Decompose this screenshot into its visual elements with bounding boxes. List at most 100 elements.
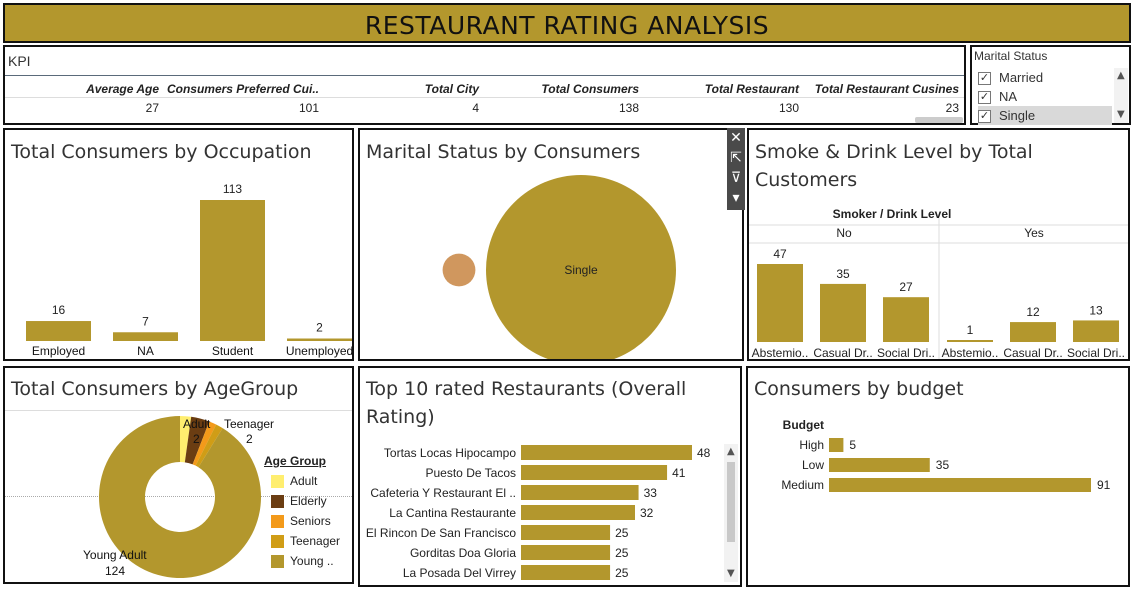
top10-value-label: 25 [615, 566, 629, 580]
legend-item-adult[interactable]: Adult [271, 474, 317, 488]
budget-category-label: High [799, 438, 824, 452]
annotation-adult-value: 2 [193, 432, 200, 446]
scroll-up-icon[interactable]: ▲ [1117, 70, 1125, 81]
smoke-group-label: Yes [1024, 226, 1044, 240]
legend-swatch [271, 475, 284, 488]
annotation-teen-name: Teenager [224, 417, 275, 431]
checkbox-checked-icon[interactable]: ✓ [978, 72, 991, 86]
legend-item-elderly[interactable]: Elderly [271, 494, 327, 508]
agegroup-slice-adult[interactable] [180, 416, 192, 463]
annotation-young-value: 124 [105, 564, 126, 578]
scroll-up-icon[interactable]: ▲ [727, 446, 735, 457]
filter-icon[interactable]: ⊽ [730, 170, 742, 186]
top10-title-line2: Rating) [366, 406, 435, 428]
top10-bar[interactable] [521, 445, 692, 460]
marital-bubble-label: Single [564, 263, 598, 277]
top10-bar[interactable] [521, 565, 611, 580]
agegroup-title: Total Consumers by AgeGroup [11, 378, 299, 400]
occupation-value-label: 113 [223, 182, 242, 196]
dashboard-header: RESTAURANT RATING ANALYSIS [3, 3, 1131, 43]
marital-title: Marital Status by Consumers [366, 141, 641, 163]
legend-item-teenager[interactable]: Teenager [271, 534, 340, 548]
agegroup-slice-young-adult[interactable] [99, 416, 261, 578]
top10-scrollbar[interactable]: ▲ ▼ [724, 444, 738, 582]
scroll-down-icon[interactable]: ▼ [1117, 109, 1125, 120]
legend-swatch [271, 555, 284, 568]
legend-label: Elderly [290, 494, 327, 508]
annotation-adult-name: Adult [183, 417, 211, 431]
filter-item-single[interactable]: ✓ Single [978, 106, 1112, 125]
smoke-drink-chart: Smoker / Drink Level No 47 Abstemio.. 35 Casu… [749, 207, 1128, 359]
top10-bar[interactable] [521, 465, 668, 480]
scroll-thumb[interactable] [727, 462, 735, 542]
top10-bar[interactable] [521, 525, 611, 540]
occupation-bar[interactable] [287, 338, 352, 341]
checkbox-checked-icon[interactable]: ✓ [978, 110, 991, 124]
smoke-drink-title-line1: Smoke & Drink Level by Total [755, 141, 1033, 163]
top10-title-line1: Top 10 rated Restaurants (Overall [366, 378, 687, 400]
smoke-category-label: Abstemio.. [752, 346, 809, 359]
occupation-category-label: Unemployed [286, 344, 352, 358]
top10-bar[interactable] [521, 505, 635, 520]
budget-title: Consumers by budget [754, 378, 964, 400]
close-icon[interactable]: ✕ [730, 130, 742, 146]
filter-scrollbar[interactable]: ▲ ▼ [1114, 68, 1128, 123]
dashboard-title: RESTAURANT RATING ANALYSIS [364, 11, 770, 40]
smoke-value-label: 13 [1089, 303, 1103, 317]
top10-value-label: 32 [640, 506, 654, 520]
top10-bar-chart: 48 Tortas Locas Hipocampo 41 Puesto De Taco… [366, 445, 711, 580]
menu-chevron-down-icon[interactable]: ▾ [732, 190, 740, 206]
legend-item-seniors[interactable]: Seniors [271, 514, 331, 528]
smoke-category-label: Abstemio.. [942, 346, 999, 359]
marital-bubble-other[interactable] [442, 253, 476, 287]
agegroup-slice-teenager[interactable] [195, 424, 223, 468]
kpi-header-total-consumers: Total Consumers [541, 82, 639, 96]
popout-icon[interactable]: ⇱ [730, 150, 742, 166]
occupation-value-label: 7 [142, 314, 149, 328]
agegroup-slice-elderly[interactable] [184, 416, 210, 465]
smoke-bar[interactable] [820, 283, 866, 342]
top10-bar[interactable] [521, 485, 639, 500]
smoke-bar[interactable] [1073, 320, 1119, 342]
occupation-bar[interactable] [200, 200, 265, 341]
legend-item-young-adult[interactable]: Young .. [271, 554, 334, 568]
kpi-header-total-restaurant: Total Restaurant [704, 82, 799, 96]
kpi-scrollbar[interactable] [915, 117, 963, 123]
smoke-category-label: Casual Dr.. [1003, 346, 1062, 359]
scroll-down-icon[interactable]: ▼ [727, 568, 735, 579]
filter-item-label: Married [999, 70, 1044, 85]
budget-bar[interactable] [829, 458, 930, 472]
checkbox-checked-icon[interactable]: ✓ [978, 91, 991, 105]
kpi-panel: KPI [3, 45, 966, 125]
smoke-bar[interactable] [883, 297, 929, 342]
smoke-bar[interactable] [1010, 322, 1056, 342]
budget-bar[interactable] [829, 478, 1091, 492]
filter-item-married[interactable]: ✓ Married [978, 68, 1112, 87]
top10-category-label: Cafeteria Y Restaurant El .. [370, 486, 516, 500]
agegroup-panel: Total Consumers by AgeGroup Age Group Ad… [3, 366, 354, 584]
occupation-bar[interactable] [26, 321, 91, 341]
budget-value-label: 5 [849, 438, 856, 452]
kpi-title: KPI [8, 53, 31, 69]
top10-bar[interactable] [521, 545, 611, 560]
top10-value-label: 48 [697, 446, 711, 460]
smoke-drink-title-line2: Customers [755, 169, 858, 191]
filter-item-na[interactable]: ✓ NA [978, 87, 1112, 106]
occupation-category-label: Student [212, 344, 254, 358]
smoke-bar[interactable] [757, 264, 803, 342]
budget-bar[interactable] [829, 438, 844, 452]
smoke-category-label: Social Dri.. [877, 346, 935, 359]
top10-category-label: El Rincon De San Francisco [366, 526, 516, 540]
smoke-value-label: 47 [773, 247, 787, 261]
annotation-young-name: Young Adult [83, 548, 147, 562]
kpi-header-average-age: Average Age [86, 82, 159, 96]
agegroup-dotted-reference [5, 496, 352, 497]
top10-title: Top 10 rated Restaurants (Overall Rating… [366, 375, 686, 431]
filter-item-label: Single [999, 108, 1036, 123]
marital-bubble-single[interactable] [486, 175, 676, 359]
agegroup-slice-seniors[interactable] [192, 421, 217, 466]
occupation-bar[interactable] [113, 332, 178, 341]
smoke-bar[interactable] [947, 340, 993, 342]
agegroup-legend-title: Age Group [264, 454, 326, 468]
legend-swatch [271, 515, 284, 528]
